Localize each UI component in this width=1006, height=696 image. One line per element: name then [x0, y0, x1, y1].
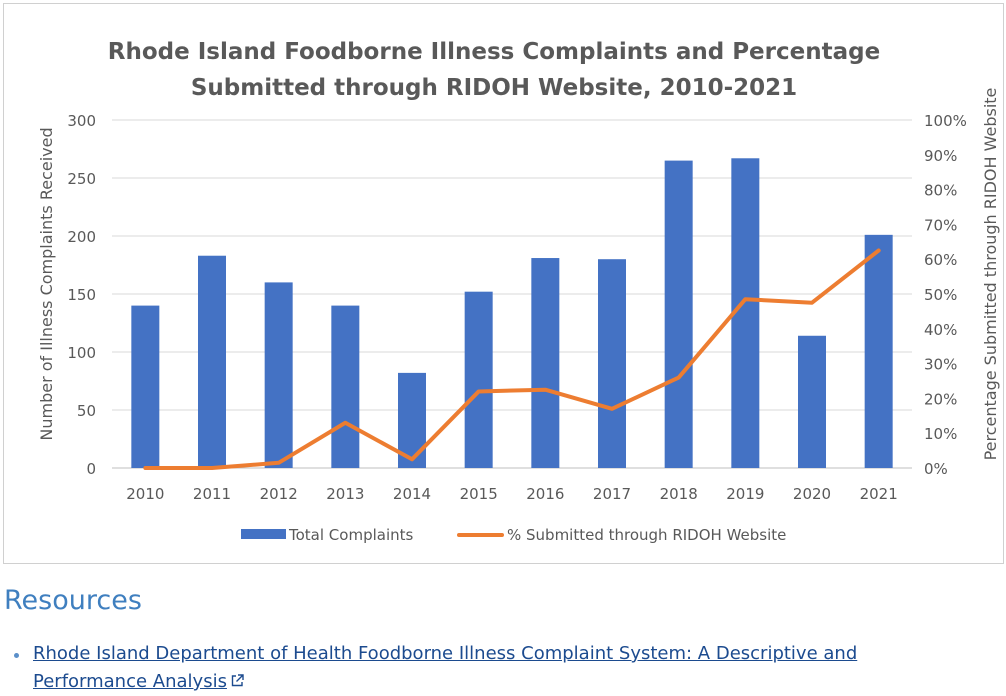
y-axis-label: Number of Illness Complaints Received	[37, 127, 56, 440]
legend-line-label: % Submitted through RIDOH Website	[507, 526, 786, 544]
y-tick-label: 300	[67, 112, 96, 130]
bar	[331, 305, 360, 468]
y2-tick-label: 80%	[924, 182, 957, 200]
x-tick-label: 2018	[660, 485, 698, 503]
series-line	[143, 248, 881, 470]
report-link[interactable]: Rhode Island Department of Health Foodbo…	[33, 643, 857, 692]
x-tick-label: 2014	[393, 485, 431, 503]
bar-series	[131, 158, 893, 468]
combo-chart: Rhode Island Foodborne Illness Complaint…	[37, 39, 1000, 544]
y2-tick-label: 20%	[924, 390, 957, 408]
chart-title: Rhode Island Foodborne Illness Complaint…	[108, 39, 880, 101]
report-link-line-2: Performance Analysis	[33, 671, 227, 692]
bar	[598, 259, 626, 468]
y2-axis-ticks: 0% 10% 20% 30% 40% 50% 60% 70% 80% 90% 100%	[924, 112, 967, 478]
y2-tick-label: 40%	[924, 321, 957, 339]
legend-bar-swatch	[241, 529, 286, 539]
bar	[464, 291, 493, 468]
y-tick-label: 200	[67, 228, 96, 246]
y2-tick-label: 100%	[924, 112, 967, 130]
y-tick-label: 50	[77, 402, 96, 420]
y-tick-label: 0	[86, 460, 96, 478]
bar	[131, 305, 160, 468]
x-tick-label: 2011	[193, 485, 231, 503]
x-tick-label: 2012	[260, 485, 298, 503]
y2-tick-label: 30%	[924, 356, 957, 374]
list-item: Rhode Island Department of Health Foodbo…	[14, 640, 974, 696]
y2-tick-label: 0%	[924, 460, 948, 478]
y-axis-ticks: 0 50 100 150 200 250 300	[67, 112, 96, 478]
bar	[198, 255, 226, 468]
y2-tick-label: 70%	[924, 216, 957, 234]
bar	[798, 335, 826, 468]
y2-axis-label: Percentage Submitted through RIDOH Websi…	[981, 88, 1000, 461]
y2-tick-label: 50%	[924, 286, 957, 304]
bar	[264, 282, 293, 468]
x-axis-ticks: 2010 2011 2012 2013 2014 2015 2016 2017 2018 2019…	[126, 485, 898, 503]
x-tick-label: 2010	[126, 485, 164, 503]
bar	[664, 160, 693, 468]
y2-tick-label: 60%	[924, 251, 957, 269]
x-tick-label: 2021	[860, 485, 898, 503]
external-link-icon	[231, 668, 244, 696]
x-tick-label: 2019	[726, 485, 764, 503]
y-tick-label: 100	[67, 344, 96, 362]
y-tick-label: 250	[67, 170, 96, 188]
y2-tick-label: 90%	[924, 147, 957, 165]
x-tick-label: 2017	[593, 485, 631, 503]
y-tick-label: 150	[67, 286, 96, 304]
chart-container: Rhode Island Foodborne Illness Complaint…	[3, 3, 1004, 564]
legend-bar-label: Total Complaints	[288, 526, 413, 544]
x-tick-label: 2015	[460, 485, 498, 503]
y2-tick-label: 10%	[924, 425, 957, 443]
bar	[864, 234, 893, 468]
legend: Total Complaints % Submitted through RID…	[241, 526, 786, 544]
chart-title-line-2: Submitted through RIDOH Website, 2010-20…	[191, 75, 797, 101]
resources-list: Rhode Island Department of Health Foodbo…	[14, 640, 974, 696]
x-tick-label: 2016	[526, 485, 564, 503]
gridlines	[112, 119, 912, 469]
bar	[531, 258, 560, 468]
x-tick-label: 2013	[326, 485, 364, 503]
chart-title-line-1: Rhode Island Foodborne Illness Complaint…	[108, 39, 880, 65]
x-tick-label: 2020	[793, 485, 831, 503]
line-series	[143, 248, 881, 470]
resources-heading: Resources	[4, 585, 142, 616]
report-link-line-1: Rhode Island Department of Health Foodbo…	[33, 643, 858, 664]
